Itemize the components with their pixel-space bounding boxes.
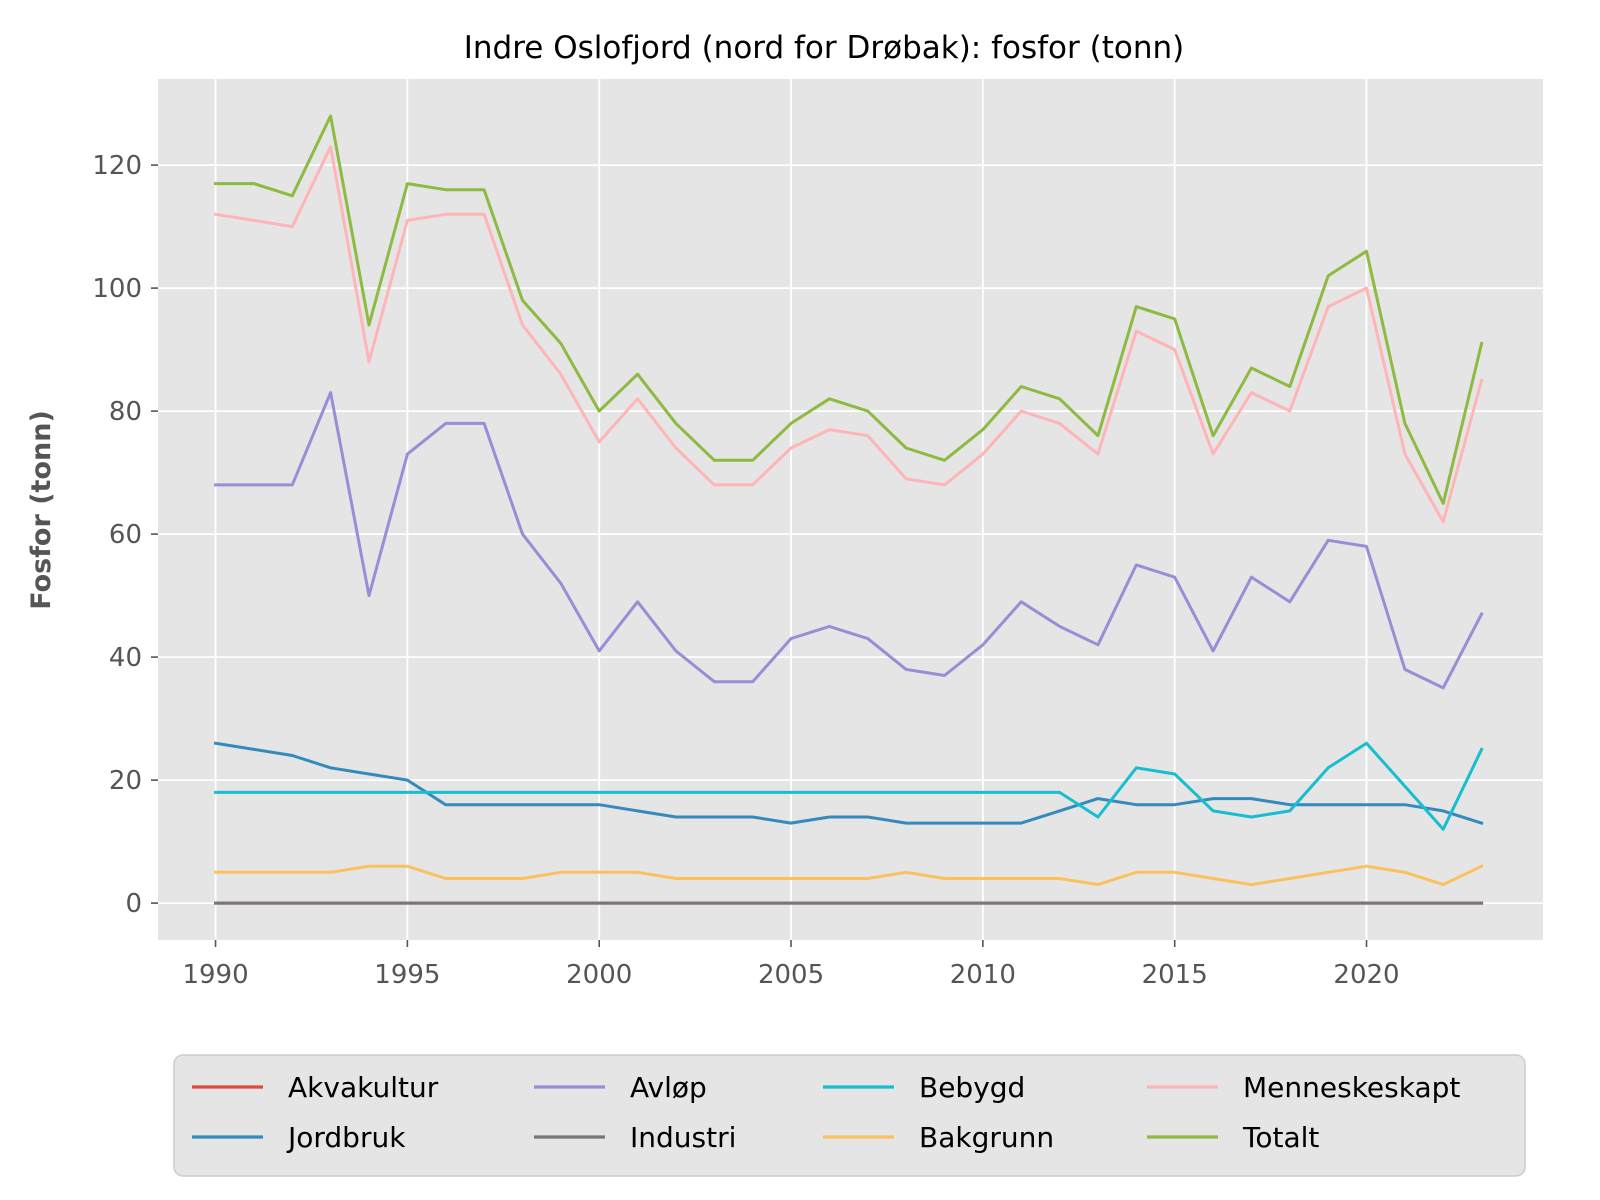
- series-line-menneskeskapt: [213, 145, 1484, 524]
- y-axis-label: Fosfor (tonn): [26, 410, 57, 610]
- x-tick-label: 2005: [758, 960, 824, 990]
- series-line-bakgrunn: [214, 864, 1484, 887]
- x-tick-label: 1990: [182, 960, 248, 990]
- legend-entry: Jordbruk: [192, 1121, 406, 1154]
- x-axis: 1990 1995 2000 2005 2010 2015 2020: [182, 940, 1400, 990]
- legend-label: Menneskeskapt: [1243, 1071, 1460, 1104]
- grid: [158, 79, 1543, 940]
- y-tick-label: 100: [92, 274, 142, 304]
- legend-label: Jordbruk: [286, 1121, 406, 1154]
- x-tick-label: 2015: [1142, 960, 1208, 990]
- legend-entry: Bakgrunn: [823, 1121, 1054, 1154]
- legend-label: Totalt: [1242, 1121, 1319, 1154]
- legend-label: Akvakultur: [288, 1071, 439, 1104]
- y-tick-label: 40: [109, 643, 142, 673]
- y-tick-label: 120: [92, 151, 142, 181]
- x-tick-label: 2010: [950, 960, 1016, 990]
- y-tick-label: 20: [109, 766, 142, 796]
- y-tick-label: 0: [125, 889, 142, 919]
- legend-label: Industri: [630, 1121, 736, 1154]
- x-tick-label: 2020: [1333, 960, 1399, 990]
- legend: [173, 1054, 1526, 1177]
- legend-items: Akvakultur Jordbruk Avløp Industri Bebygd Bak…: [192, 1071, 1460, 1154]
- legend-entry: Totalt: [1147, 1121, 1319, 1154]
- y-axis: 0 20 40 60 80 100 120: [92, 151, 158, 919]
- legend-label: Bebygd: [919, 1071, 1025, 1104]
- series-line-bebygd: [214, 741, 1484, 831]
- y-tick-label: 60: [109, 520, 142, 550]
- series-line-totalt: [214, 114, 1484, 505]
- legend-entry: Akvakultur: [192, 1071, 439, 1104]
- legend-entry: Industri: [534, 1121, 736, 1154]
- y-tick-label: 80: [109, 397, 142, 427]
- legend-entry: Menneskeskapt: [1147, 1071, 1460, 1104]
- series-lines: [213, 114, 1484, 905]
- x-tick-label: 1995: [374, 960, 440, 990]
- chart-title: Indre Oslofjord (nord for Drøbak): fosfo…: [464, 30, 1184, 66]
- legend-entry: Avløp: [534, 1071, 707, 1104]
- legend-label: Avløp: [630, 1071, 707, 1104]
- plot-area: [158, 79, 1543, 940]
- legend-entry: Bebygd: [823, 1071, 1025, 1104]
- x-tick-label: 2000: [566, 960, 632, 990]
- series-line-avl-p: [214, 391, 1484, 690]
- legend-label: Bakgrunn: [919, 1121, 1054, 1154]
